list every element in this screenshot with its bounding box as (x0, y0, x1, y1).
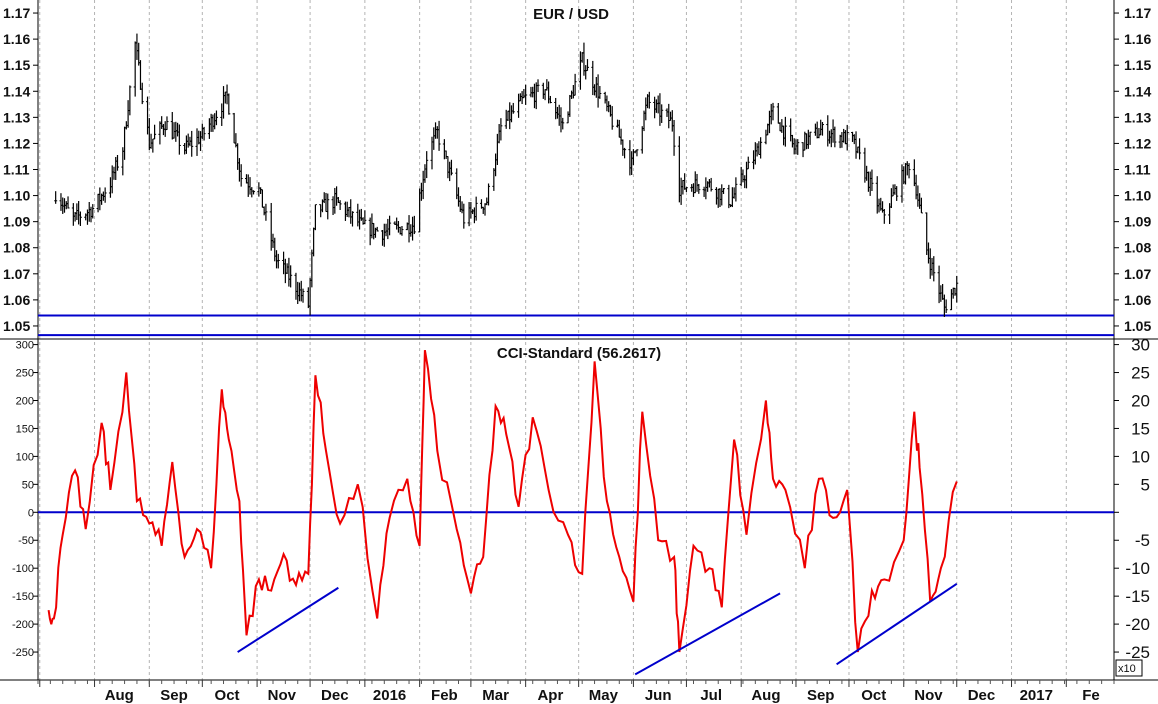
x-tick-label: Oct (215, 687, 240, 704)
cci-y-tick-label-right: -25 (1125, 643, 1150, 662)
price-y-tick-label-right: 1.07 (1124, 266, 1151, 282)
x-tick-label: Sep (807, 687, 835, 704)
cci-y-tick-label-right: -20 (1125, 615, 1150, 634)
cci-y-tick-label-right: -5 (1135, 531, 1150, 550)
x-tick-label: Mar (482, 687, 509, 704)
cci-y-tick-label-left: -150 (12, 591, 34, 603)
price-y-tick-label-left: 1.13 (3, 109, 30, 125)
cci-panel (38, 350, 1114, 676)
cci-y-tick-label-left: 200 (16, 395, 34, 407)
price-y-tick-label-left: 1.12 (3, 135, 30, 151)
price-y-tick-label-right: 1.06 (1124, 292, 1151, 308)
price-y-tick-label-right: 1.12 (1124, 135, 1151, 151)
price-y-tick-label-right: 1.17 (1124, 5, 1151, 21)
cci-y-tick-label-left: -200 (12, 619, 34, 631)
price-y-tick-label-left: 1.16 (3, 31, 30, 47)
price-y-tick-label-right: 1.15 (1124, 57, 1151, 73)
price-y-tick-label-left: 1.05 (3, 318, 30, 334)
cci-y-tick-label-right: 20 (1131, 391, 1150, 410)
cci-y-tick-label-left: -100 (12, 563, 34, 575)
price-y-tick-label-right: 1.14 (1124, 83, 1151, 99)
x-tick-label: Feb (431, 687, 458, 704)
price-y-tick-label-left: 1.17 (3, 5, 30, 21)
x-tick-label: 2017 (1020, 687, 1053, 704)
divergence-trendline (634, 592, 781, 676)
price-y-tick-label-left: 1.07 (3, 266, 30, 282)
price-y-tick-label-left: 1.14 (3, 83, 30, 99)
cci-y-tick-label-right: 15 (1131, 419, 1150, 438)
price-y-tick-label-left: 1.15 (3, 57, 30, 73)
vertical-grid (39, 0, 1067, 680)
price-chart-title: EUR / USD (533, 6, 609, 23)
x-tick-label: Dec (321, 687, 349, 704)
price-y-tick-label-right: 1.13 (1124, 109, 1151, 125)
price-y-tick-label-right: 1.10 (1124, 188, 1151, 204)
price-y-tick-label-left: 1.10 (3, 188, 30, 204)
price-y-tick-label-left: 1.06 (3, 292, 30, 308)
divergence-trendline (836, 583, 958, 666)
cci-y-tick-label-right: 25 (1131, 364, 1150, 383)
cci-y-tick-label-left: 100 (16, 451, 34, 463)
x-tick-label: Aug (751, 687, 780, 704)
price-y-tick-label-right: 1.11 (1124, 162, 1151, 178)
x-tick-label: Jul (700, 687, 722, 704)
cci-y-tick-label-right: 10 (1131, 447, 1150, 466)
cci-y-tick-label-right: 5 (1141, 475, 1150, 494)
cci-multiplier-label: x10 (1118, 663, 1136, 675)
x-tick-label: Nov (914, 687, 943, 704)
cci-y-tick-label-left: -50 (18, 535, 34, 547)
x-tick-label: Dec (968, 687, 996, 704)
divergence-trendline (237, 586, 339, 653)
multiplier-box (1115, 659, 1143, 677)
price-y-tick-label-left: 1.09 (3, 214, 30, 230)
x-tick-label: May (589, 687, 619, 704)
cci-chart-title: CCI-Standard (56.2617) (497, 345, 661, 362)
x-tick-label: Apr (537, 687, 563, 704)
x-tick-label: Aug (105, 687, 134, 704)
x-tick-label: Oct (861, 687, 886, 704)
cci-y-tick-label-left: 150 (16, 423, 34, 435)
cci-y-tick-label-left: -250 (12, 647, 34, 659)
x-tick-label: Nov (268, 687, 297, 704)
price-y-tick-label-right: 1.09 (1124, 214, 1151, 230)
cci-y-tick-label-left: 300 (16, 340, 34, 352)
price-y-tick-label-left: 1.11 (3, 162, 30, 178)
x-tick-label: Sep (160, 687, 188, 704)
cci-y-tick-label-right: -10 (1125, 559, 1150, 578)
cci-y-tick-label-left: 0 (28, 507, 34, 519)
x-tick-label: 2016 (373, 687, 406, 704)
price-y-tick-label-right: 1.05 (1124, 318, 1151, 334)
x-tick-label: Jun (645, 687, 672, 704)
price-y-tick-label-right: 1.08 (1124, 240, 1151, 256)
price-y-tick-label-left: 1.08 (3, 240, 30, 256)
axes: Aug Sep Oct Nov Dec 2016 Feb Mar Apr May Jun Jul Aug… (3, 5, 1151, 704)
cci-y-tick-label-right: 30 (1131, 336, 1150, 355)
cci-y-tick-label-right: -15 (1125, 587, 1150, 606)
cci-y-tick-label-left: 250 (16, 368, 34, 380)
x-tick-label: Fe (1082, 687, 1100, 704)
price-y-tick-label-right: 1.16 (1124, 31, 1151, 47)
cci-line (47, 350, 958, 653)
cci-y-tick-label-left: 50 (22, 479, 34, 491)
price-panel (38, 33, 1114, 337)
